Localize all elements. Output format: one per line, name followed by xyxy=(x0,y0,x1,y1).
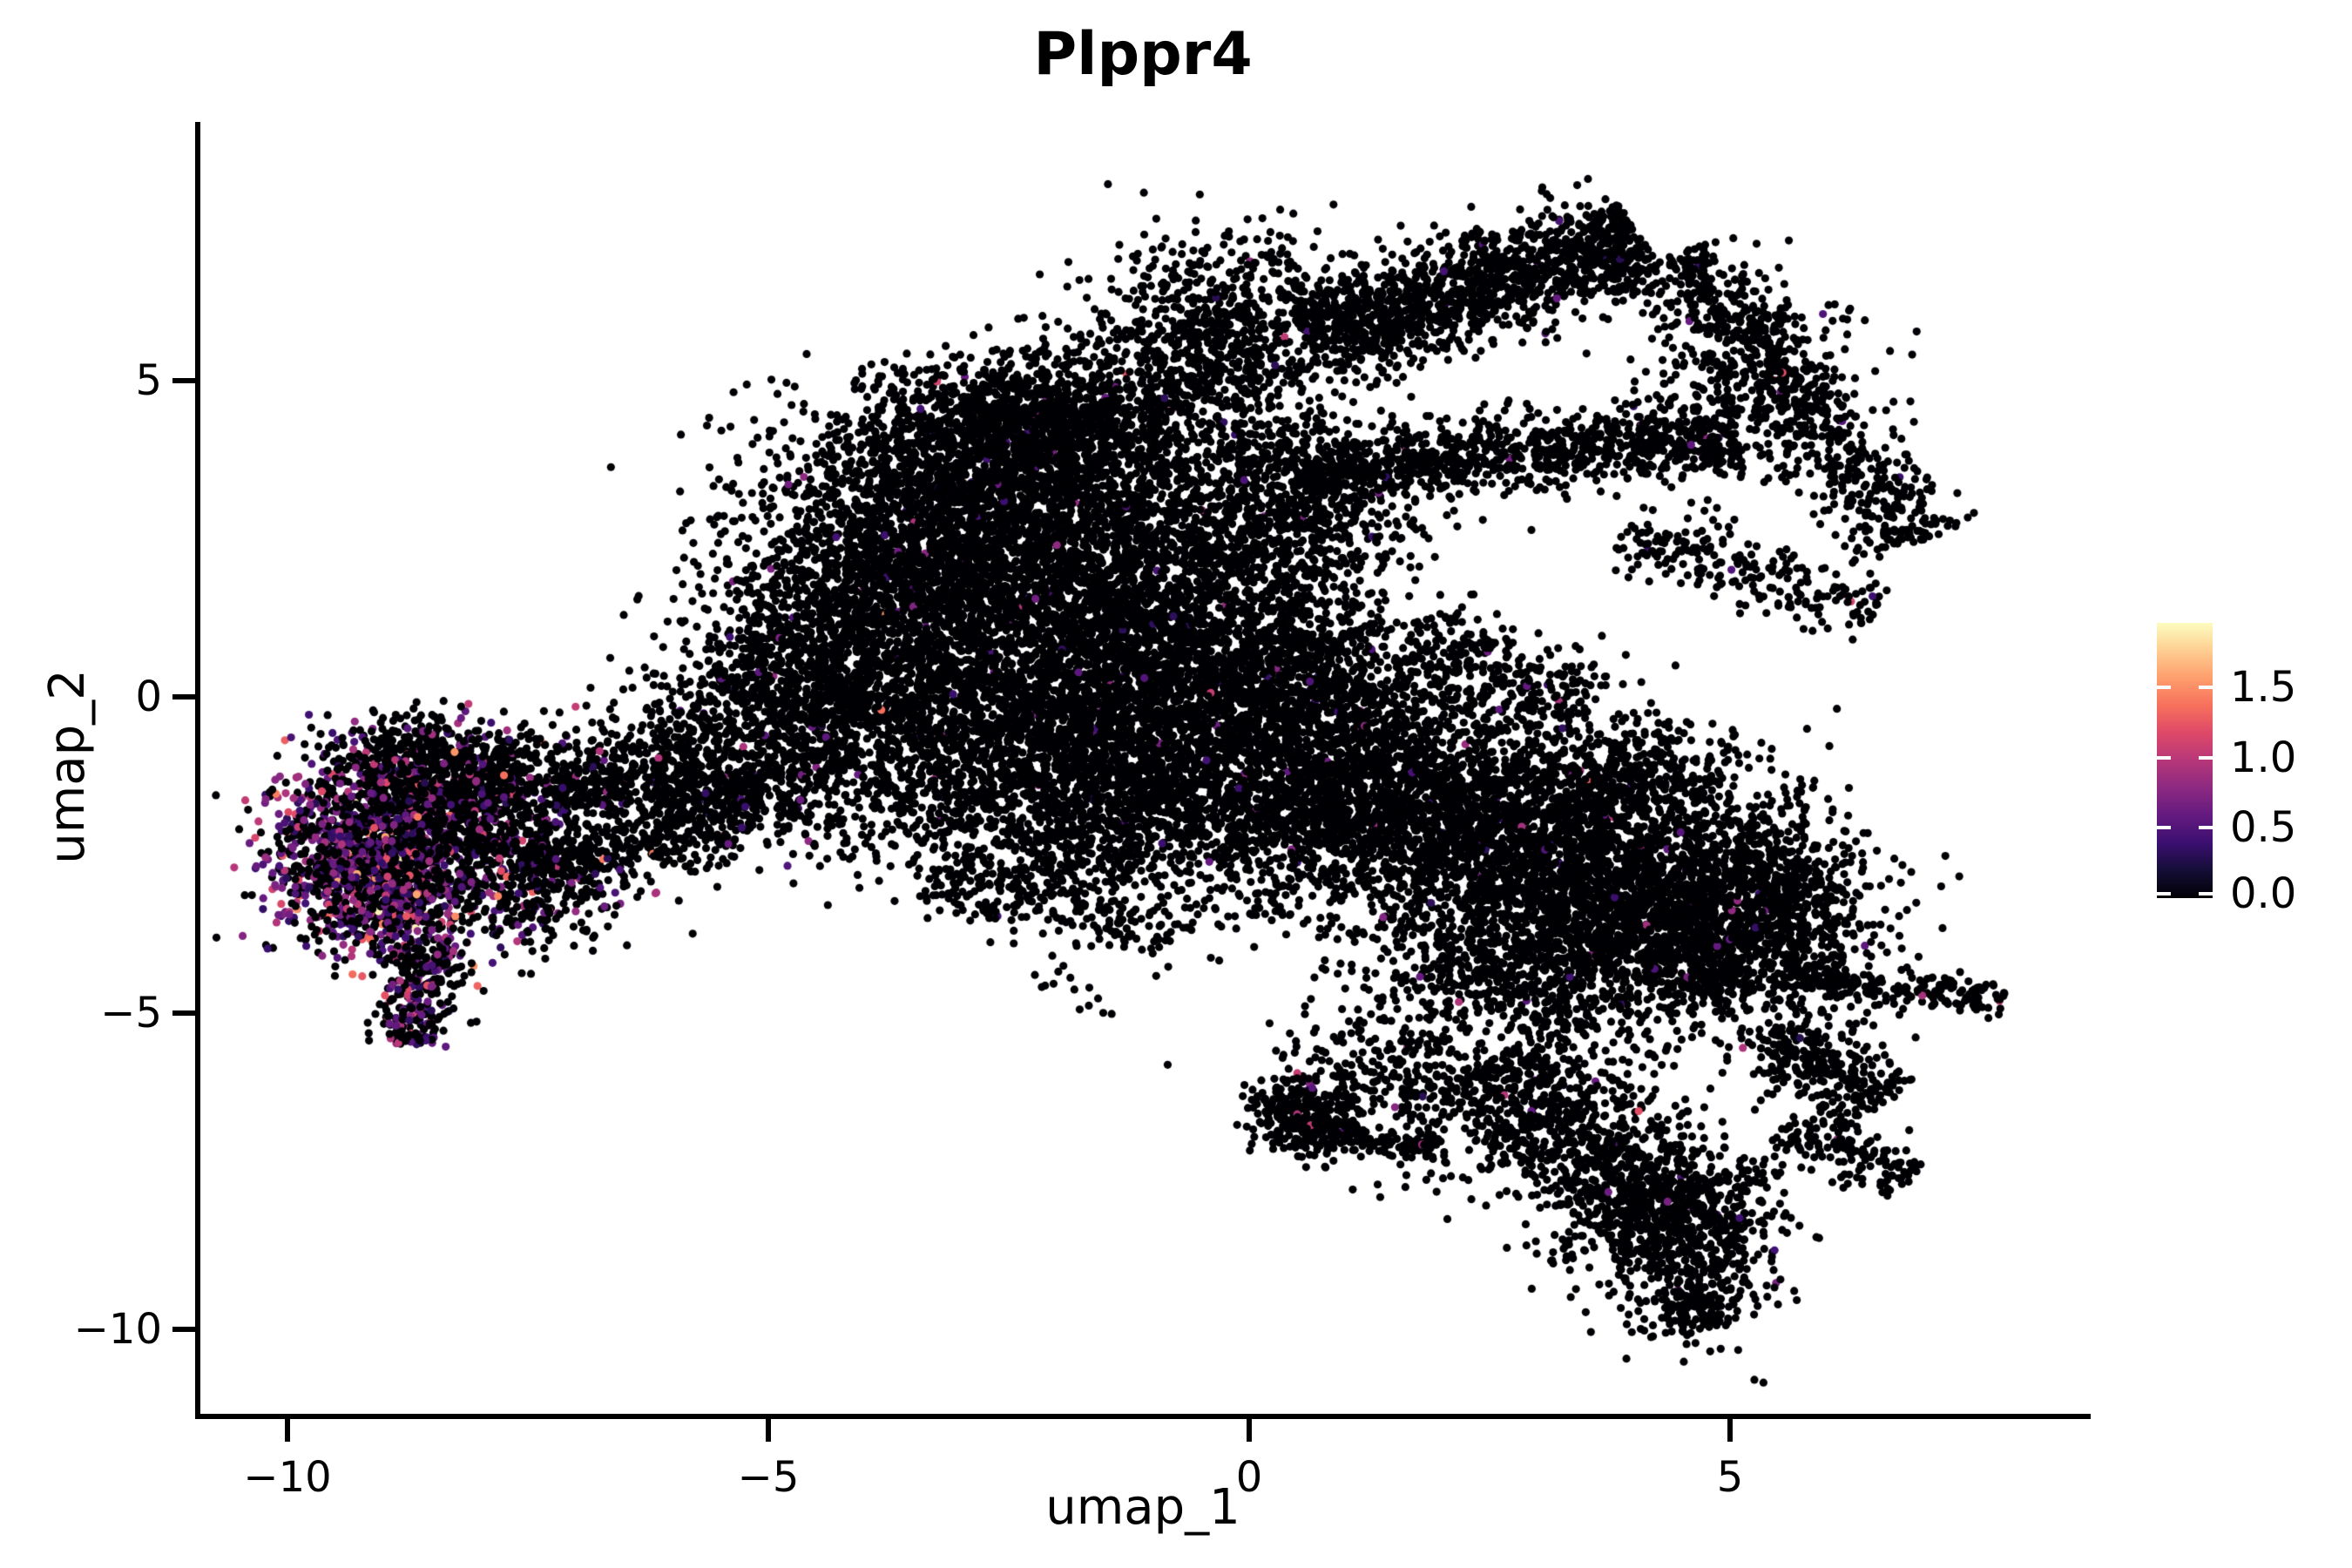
legend-tick-label: 1.0 xyxy=(2230,733,2297,782)
legend-tick-label: 0.0 xyxy=(2230,869,2297,918)
x-tick-label: 0 xyxy=(1235,1453,1263,1502)
y-tick-mark xyxy=(172,694,195,700)
colorbar-tick-mark xyxy=(2157,826,2171,830)
legend-tick-label: 1.5 xyxy=(2230,663,2297,713)
x-tick-mark xyxy=(1247,1419,1252,1442)
legend-tick-label: 0.5 xyxy=(2230,803,2297,853)
y-axis-line xyxy=(195,122,200,1419)
colorbar xyxy=(2157,623,2213,898)
colorbar-tick-mark xyxy=(2157,892,2171,896)
y-tick-mark xyxy=(172,1327,195,1332)
y-tick-label: −10 xyxy=(73,1305,162,1354)
colorbar-tick-mark xyxy=(2199,755,2213,760)
x-tick-mark xyxy=(1727,1419,1733,1442)
x-axis-line xyxy=(195,1414,2091,1419)
y-tick-label: 0 xyxy=(135,672,162,721)
x-tick-label: 5 xyxy=(1716,1453,1744,1502)
y-tick-mark xyxy=(172,378,195,383)
colorbar-tick-mark xyxy=(2199,826,2213,830)
colorbar-tick-mark xyxy=(2199,892,2213,896)
y-tick-label: −5 xyxy=(100,989,162,1037)
x-tick-mark xyxy=(766,1419,771,1442)
y-tick-label: 5 xyxy=(135,356,162,405)
plot-title: Plppr4 xyxy=(1033,20,1253,89)
x-tick-mark xyxy=(285,1419,290,1442)
y-tick-mark xyxy=(172,1010,195,1016)
y-axis-title: umap_2 xyxy=(39,669,96,864)
colorbar-tick-mark xyxy=(2157,686,2171,690)
x-tick-label: −5 xyxy=(737,1453,800,1502)
colorbar-tick-mark xyxy=(2157,755,2171,760)
colorbar-tick-mark xyxy=(2199,686,2213,690)
x-tick-label: −10 xyxy=(243,1453,332,1502)
x-axis-title: umap_1 xyxy=(1045,1479,1240,1536)
